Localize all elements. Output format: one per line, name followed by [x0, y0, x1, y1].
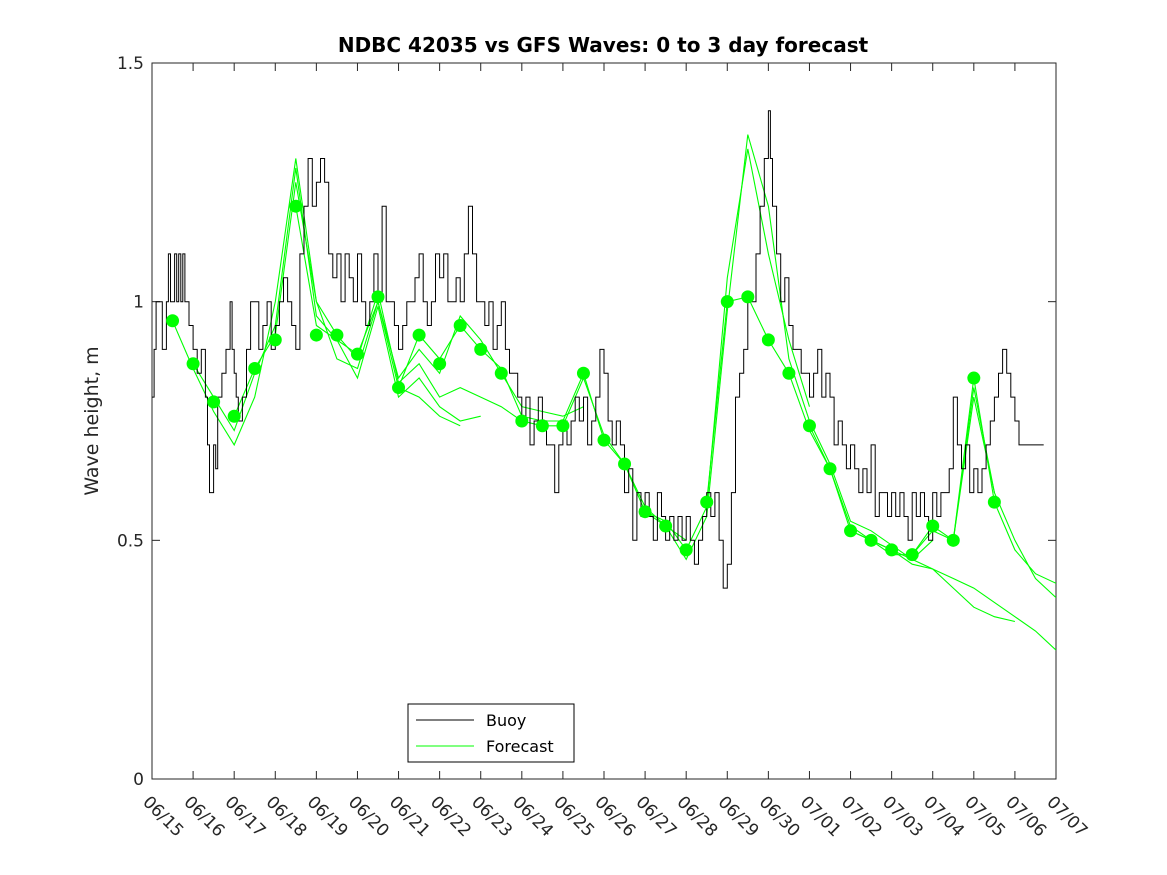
- forecast-marker: [597, 433, 611, 447]
- legend-buoy-label: Buoy: [486, 711, 526, 730]
- forecast-run-line: [295, 206, 584, 417]
- forecast-marker: [268, 333, 282, 347]
- legend-forecast-label: Forecast: [486, 737, 554, 756]
- forecast-marker: [248, 361, 262, 375]
- buoy-series-line: [152, 110, 1044, 589]
- x-tick-label: 06/22: [426, 792, 475, 841]
- x-tick-label: 06/21: [385, 792, 434, 841]
- forecast-marker: [166, 314, 180, 328]
- forecast-marker: [967, 371, 981, 385]
- forecast-run-line: [952, 377, 1056, 584]
- x-tick-label: 06/24: [508, 792, 557, 841]
- forecast-marker: [638, 505, 652, 519]
- forecast-marker: [885, 543, 899, 557]
- legend: Buoy Forecast: [407, 703, 575, 763]
- x-tick-label: 06/20: [344, 792, 393, 841]
- y-tick-label: 1: [133, 293, 144, 313]
- plot-area: 00.511.506/1506/1606/1706/1806/1906/2006…: [117, 54, 1091, 841]
- forecast-marker: [433, 357, 447, 371]
- forecast-marker: [679, 543, 693, 557]
- forecast-marker: [453, 319, 467, 333]
- data-layer: [152, 110, 1056, 651]
- forecast-marker: [289, 199, 303, 213]
- forecast-marker: [864, 533, 878, 547]
- x-tick-label: 06/19: [303, 792, 352, 841]
- forecast-marker: [782, 366, 796, 380]
- x-tick-label: 06/16: [180, 792, 229, 841]
- x-tick-label: 06/17: [221, 792, 270, 841]
- x-tick-label: 06/28: [673, 792, 722, 841]
- x-tick-label: 07/06: [1001, 792, 1050, 841]
- forecast-marker: [823, 462, 837, 476]
- axes-box: [151, 62, 1057, 780]
- legend-box: [407, 703, 575, 763]
- forecast-marker: [412, 328, 426, 342]
- x-tick-label: 06/18: [262, 792, 311, 841]
- x-tick-label: 06/25: [549, 792, 598, 841]
- forecast-marker: [330, 328, 344, 342]
- forecast-marker: [227, 409, 241, 423]
- forecast-marker: [618, 457, 632, 471]
- x-tick-label: 07/04: [919, 792, 968, 841]
- forecast-marker: [535, 419, 549, 433]
- forecast-marker: [515, 414, 529, 428]
- forecast-run-line: [644, 134, 934, 561]
- forecast-run-line: [850, 530, 1056, 651]
- forecast-marker: [371, 290, 385, 304]
- forecast-marker: [926, 519, 940, 533]
- forecast-marker: [309, 328, 323, 342]
- forecast-marker: [556, 419, 570, 433]
- forecast-marker: [987, 495, 1001, 509]
- forecast-marker: [720, 295, 734, 309]
- forecast-marker: [659, 519, 673, 533]
- forecast-marker: [946, 533, 960, 547]
- forecast-marker: [802, 419, 816, 433]
- x-tick-label: 07/01: [796, 792, 845, 841]
- x-tick-label: 07/05: [960, 792, 1009, 841]
- y-tick-label: 0: [133, 770, 144, 790]
- forecast-marker: [392, 381, 406, 395]
- forecast-marker: [761, 333, 775, 347]
- x-tick-label: 06/30: [755, 792, 804, 841]
- x-tick-label: 06/15: [138, 792, 187, 841]
- forecast-marker: [905, 548, 919, 562]
- forecast-marker: [844, 524, 858, 538]
- y-axis-label: Wave height, m: [81, 346, 103, 495]
- y-tick-label: 0.5: [117, 531, 144, 551]
- forecast-marker: [494, 366, 508, 380]
- forecast-marker: [186, 357, 200, 371]
- x-tick-label: 07/07: [1042, 792, 1091, 841]
- x-tick-label: 06/26: [590, 792, 639, 841]
- y-tick-label: 1.5: [117, 54, 144, 74]
- forecast-marker: [741, 290, 755, 304]
- forecast-marker: [207, 395, 221, 409]
- x-tick-label: 07/03: [878, 792, 927, 841]
- forecast-marker: [474, 342, 488, 356]
- x-tick-label: 06/23: [467, 792, 516, 841]
- chart-title: NDBC 42035 vs GFS Waves: 0 to 3 day fore…: [338, 33, 869, 57]
- x-tick-label: 07/02: [837, 792, 886, 841]
- x-tick-label: 06/29: [714, 792, 763, 841]
- forecast-marker: [350, 347, 364, 361]
- forecast-marker: [700, 495, 714, 509]
- forecast-marker: [576, 366, 590, 380]
- x-tick-label: 06/27: [632, 792, 681, 841]
